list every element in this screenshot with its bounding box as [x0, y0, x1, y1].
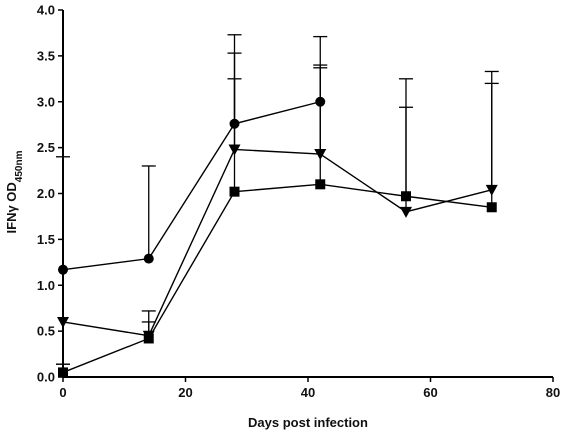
- data-point-circle: [315, 96, 326, 107]
- x-tick-label: 80: [546, 385, 560, 400]
- y-axis-label-main: IFNγ OD: [4, 182, 19, 233]
- y-tick-label: 1.0: [37, 278, 55, 293]
- axes: 0.0 0.5 1.0 1.5 2.0 2.5 3.0 3.5 4.0 0 20 40 60 80: [37, 3, 560, 401]
- data-point-circle: [58, 264, 68, 275]
- data-point-square: [486, 202, 497, 213]
- error-bars: [56, 34, 499, 373]
- series-line-square: [62, 183, 492, 374]
- x-tick-label: 60: [423, 385, 437, 400]
- data-point-triangle-down: [228, 144, 241, 156]
- series-lines: [62, 101, 492, 374]
- y-tick-label: 1.5: [37, 232, 55, 247]
- x-axis-label: Days post infection: [248, 415, 368, 430]
- y-tick-label: 2.5: [37, 140, 55, 155]
- series-line-circle: [62, 101, 321, 271]
- data-point-square: [229, 186, 240, 197]
- x-tick-label: 0: [59, 385, 66, 400]
- data-point-triangle-down: [314, 149, 327, 161]
- y-axis-label: IFNγ OD450nm: [4, 150, 25, 233]
- data-point-circle: [229, 118, 240, 129]
- y-axis-label-sub: 450nm: [14, 150, 25, 182]
- data-point-square: [315, 179, 326, 190]
- y-tick-label: 0.5: [37, 324, 55, 339]
- y-tick-label: 3.5: [37, 48, 55, 63]
- y-tick-label: 3.0: [37, 94, 55, 109]
- y-tick-label: 4.0: [37, 3, 55, 18]
- series-markers: [57, 96, 498, 378]
- series-line-triangle-down: [62, 148, 492, 337]
- data-point-square: [58, 367, 68, 378]
- data-point-triangle-down: [485, 184, 498, 196]
- data-point-circle: [143, 253, 154, 264]
- data-point-triangle-down: [142, 330, 155, 342]
- y-tick-label: 2.0: [37, 186, 55, 201]
- data-point-triangle-down: [57, 316, 69, 328]
- data-point-triangle-down: [400, 206, 412, 218]
- x-tick-label: 20: [178, 385, 192, 400]
- data-point-square: [401, 191, 411, 202]
- x-tick-label: 40: [301, 385, 315, 400]
- y-tick-label: 0.0: [37, 370, 55, 385]
